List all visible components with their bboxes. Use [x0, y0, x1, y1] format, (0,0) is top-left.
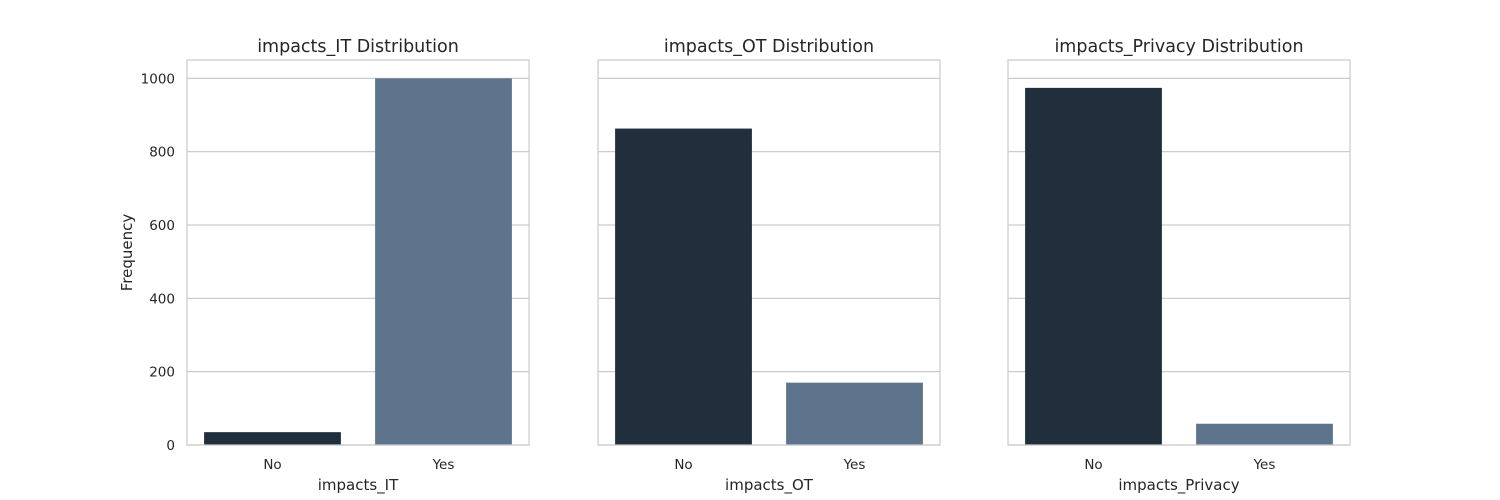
chart-panel-2: No Yes impacts_OT Distribution impacts_OT: [597, 37, 941, 495]
x-tick-label: Yes: [843, 457, 866, 473]
y-tick-label: 200: [149, 365, 175, 381]
bar-no: [204, 432, 341, 445]
y-tick-label: 400: [149, 291, 175, 307]
y-tick-label: 0: [166, 438, 175, 454]
x-axis-label: impacts_OT: [725, 476, 814, 495]
y-axis-label: Frequency: [118, 214, 136, 292]
bar-no: [1025, 87, 1162, 445]
y-tick-label: 1000: [141, 71, 175, 87]
chart-title: impacts_IT Distribution: [257, 37, 459, 57]
bar-no: [615, 128, 752, 446]
x-tick-label: Yes: [1253, 457, 1276, 473]
bar-yes: [1196, 423, 1333, 445]
x-tick-label: No: [1084, 457, 1102, 473]
x-tick-label: No: [263, 457, 281, 473]
x-axis-label: impacts_IT: [318, 476, 399, 495]
chart-title: impacts_OT Distribution: [664, 37, 874, 57]
y-tick-label: 600: [149, 218, 175, 234]
chart-panel-3: No Yes impacts_Privacy Distribution impacts…: [1007, 37, 1351, 495]
bar-yes: [786, 382, 923, 445]
axes-frame: [597, 59, 941, 446]
y-tick-label: 800: [149, 145, 175, 161]
axes-frame: [186, 59, 530, 446]
x-axis-label: impacts_Privacy: [1118, 476, 1239, 495]
x-tick-label: No: [674, 457, 692, 473]
chart-panel-1: 0 200 400 600 800 1000 No Yes impacts_IT Distrib…: [118, 37, 530, 495]
bar-yes: [375, 78, 512, 445]
axes-frame: [1007, 59, 1351, 446]
chart-title: impacts_Privacy Distribution: [1054, 37, 1303, 57]
x-tick-label: Yes: [432, 457, 455, 473]
